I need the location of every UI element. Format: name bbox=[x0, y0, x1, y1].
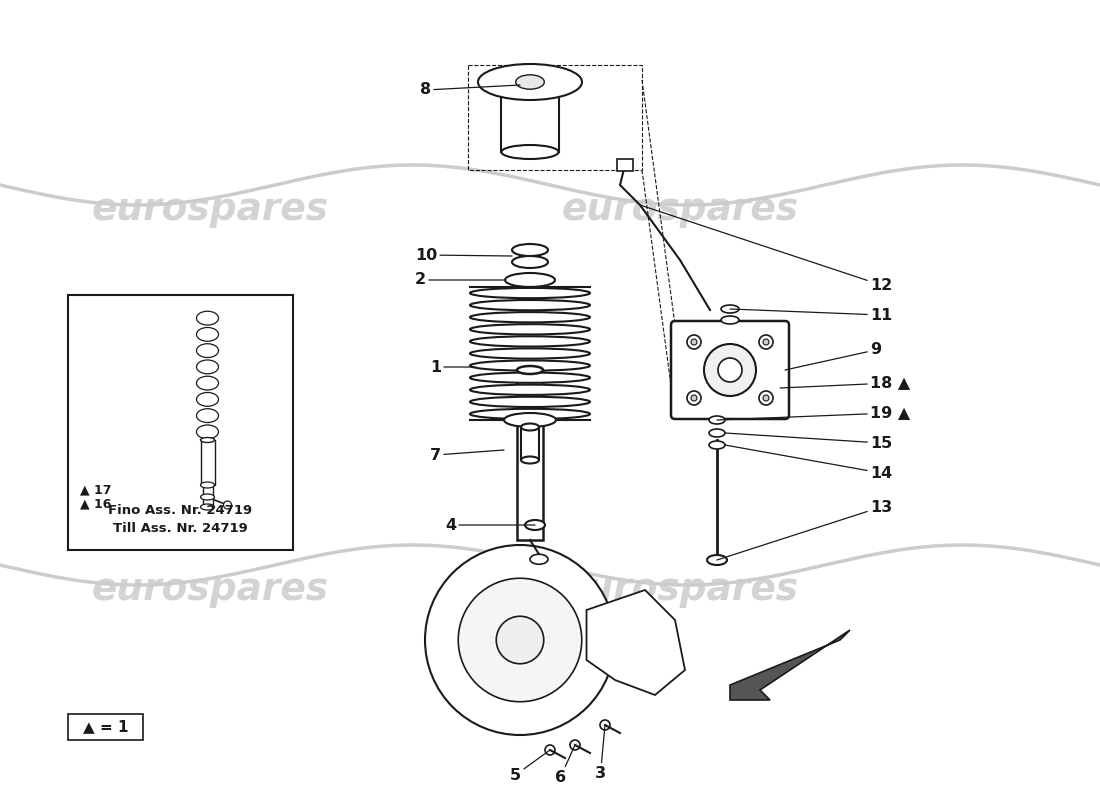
Bar bbox=[521, 427, 539, 460]
Text: 5: 5 bbox=[510, 750, 550, 782]
Circle shape bbox=[763, 339, 769, 345]
Bar bbox=[202, 485, 212, 505]
Circle shape bbox=[704, 344, 756, 396]
Polygon shape bbox=[586, 590, 685, 695]
Circle shape bbox=[759, 391, 773, 405]
Text: 13: 13 bbox=[717, 499, 892, 560]
Text: ▲ 17: ▲ 17 bbox=[80, 483, 111, 496]
Text: 9: 9 bbox=[785, 342, 881, 370]
Ellipse shape bbox=[710, 429, 725, 437]
Text: ▲ 16: ▲ 16 bbox=[80, 497, 111, 510]
Text: 18 ▲: 18 ▲ bbox=[780, 375, 910, 390]
Ellipse shape bbox=[502, 145, 559, 159]
Ellipse shape bbox=[720, 316, 739, 324]
Circle shape bbox=[688, 335, 701, 349]
Text: ▲ = 1: ▲ = 1 bbox=[82, 719, 129, 734]
Ellipse shape bbox=[470, 324, 590, 334]
Text: eurospares: eurospares bbox=[561, 192, 799, 228]
Ellipse shape bbox=[197, 393, 219, 406]
Ellipse shape bbox=[470, 385, 590, 395]
Text: Fino Ass. Nr. 24719
Till Ass. Nr. 24719: Fino Ass. Nr. 24719 Till Ass. Nr. 24719 bbox=[109, 505, 253, 535]
Circle shape bbox=[759, 335, 773, 349]
Text: 2: 2 bbox=[415, 273, 505, 287]
Ellipse shape bbox=[197, 376, 219, 390]
Circle shape bbox=[496, 616, 543, 664]
Text: 10: 10 bbox=[415, 247, 512, 262]
Ellipse shape bbox=[516, 74, 544, 90]
Bar bbox=[502, 82, 559, 152]
Text: 4: 4 bbox=[446, 518, 535, 533]
Ellipse shape bbox=[197, 344, 219, 358]
Ellipse shape bbox=[521, 457, 539, 463]
Ellipse shape bbox=[470, 300, 590, 310]
Circle shape bbox=[459, 578, 582, 702]
Text: 3: 3 bbox=[595, 725, 606, 781]
Ellipse shape bbox=[720, 305, 739, 313]
Ellipse shape bbox=[517, 366, 543, 374]
Circle shape bbox=[223, 501, 231, 509]
Bar bbox=[617, 159, 632, 171]
Bar bbox=[68, 295, 293, 550]
Ellipse shape bbox=[512, 256, 548, 268]
Ellipse shape bbox=[470, 373, 590, 383]
Circle shape bbox=[691, 395, 697, 401]
Ellipse shape bbox=[470, 397, 590, 407]
Ellipse shape bbox=[197, 360, 219, 374]
Text: 8: 8 bbox=[420, 82, 520, 98]
Ellipse shape bbox=[470, 312, 590, 322]
Text: 1: 1 bbox=[430, 359, 475, 374]
Bar bbox=[517, 370, 543, 540]
Circle shape bbox=[718, 358, 743, 382]
Ellipse shape bbox=[478, 64, 582, 100]
Ellipse shape bbox=[200, 494, 214, 500]
Ellipse shape bbox=[470, 348, 590, 358]
Ellipse shape bbox=[470, 336, 590, 346]
Ellipse shape bbox=[525, 520, 544, 530]
Text: eurospares: eurospares bbox=[561, 572, 799, 608]
Text: 7: 7 bbox=[430, 447, 504, 462]
Ellipse shape bbox=[504, 413, 556, 427]
Ellipse shape bbox=[512, 244, 548, 256]
Ellipse shape bbox=[200, 438, 214, 442]
Text: eurospares: eurospares bbox=[91, 572, 329, 608]
Circle shape bbox=[425, 545, 615, 735]
Bar bbox=[68, 714, 143, 740]
Ellipse shape bbox=[197, 311, 219, 325]
Ellipse shape bbox=[197, 425, 219, 438]
Ellipse shape bbox=[200, 482, 214, 488]
Ellipse shape bbox=[470, 409, 590, 419]
Text: 19 ▲: 19 ▲ bbox=[717, 406, 910, 421]
Ellipse shape bbox=[505, 273, 556, 287]
Ellipse shape bbox=[521, 423, 539, 430]
Circle shape bbox=[600, 720, 610, 730]
Bar bbox=[200, 440, 214, 485]
Bar bbox=[468, 65, 642, 170]
Text: 15: 15 bbox=[725, 433, 892, 450]
Ellipse shape bbox=[710, 416, 725, 424]
Ellipse shape bbox=[197, 327, 219, 342]
Ellipse shape bbox=[707, 555, 727, 565]
Ellipse shape bbox=[710, 441, 725, 449]
Circle shape bbox=[544, 745, 556, 755]
Circle shape bbox=[763, 395, 769, 401]
Circle shape bbox=[570, 740, 580, 750]
Ellipse shape bbox=[197, 409, 219, 422]
Circle shape bbox=[691, 339, 697, 345]
Ellipse shape bbox=[470, 361, 590, 370]
Polygon shape bbox=[730, 630, 850, 700]
Ellipse shape bbox=[200, 504, 214, 510]
Ellipse shape bbox=[470, 288, 590, 298]
Text: 14: 14 bbox=[725, 445, 892, 481]
Text: 6: 6 bbox=[556, 745, 575, 785]
Circle shape bbox=[688, 391, 701, 405]
Ellipse shape bbox=[530, 554, 548, 564]
Text: eurospares: eurospares bbox=[91, 192, 329, 228]
Text: 12: 12 bbox=[640, 205, 892, 293]
FancyBboxPatch shape bbox=[671, 321, 789, 419]
Text: 11: 11 bbox=[730, 307, 892, 322]
